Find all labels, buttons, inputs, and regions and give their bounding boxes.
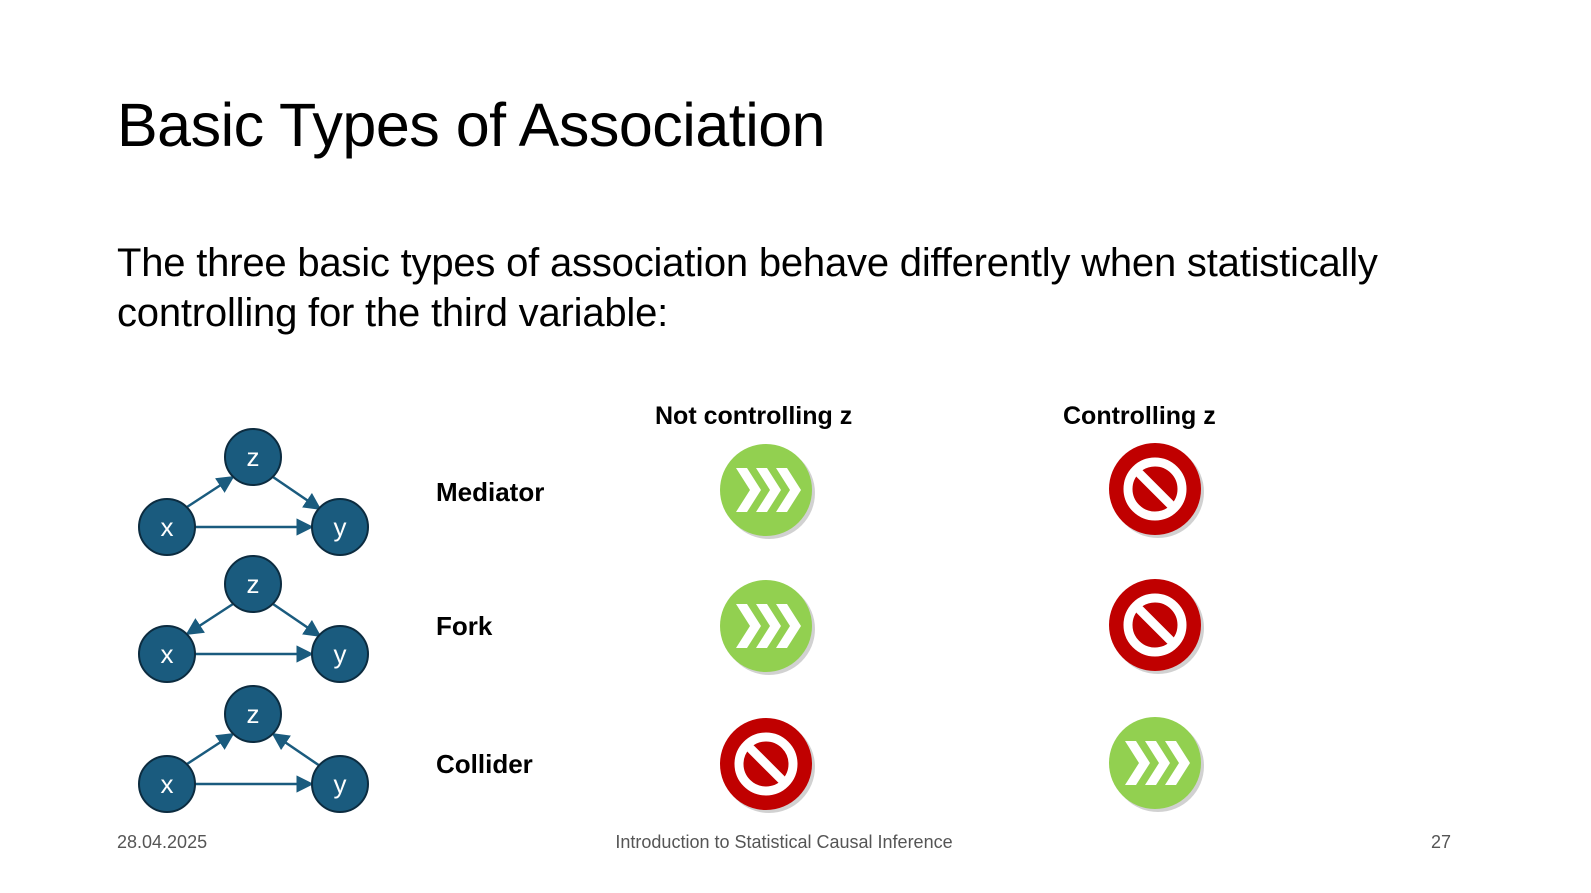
node-y: y (311, 498, 369, 556)
row-label-fork: Fork (436, 611, 493, 641)
svg-text:y: y (334, 639, 347, 669)
go-icon (720, 444, 815, 539)
node-x: x (138, 625, 196, 683)
svg-text:y: y (334, 512, 347, 542)
footer-page-number: 27 (1431, 832, 1452, 852)
dag-fork: z x y (138, 555, 369, 683)
slide-body-text: The three basic types of association beh… (117, 241, 1378, 335)
node-y: y (311, 625, 369, 683)
slide-title: Basic Types of Association (117, 91, 826, 159)
node-z: z (224, 555, 282, 613)
prohibited-icon (1109, 579, 1204, 674)
node-x: x (138, 755, 196, 813)
edge-y-to-z (271, 732, 321, 768)
edge-z-to-y (272, 602, 322, 638)
footer-title: Introduction to Statistical Causal Infer… (615, 832, 953, 852)
svg-text:z: z (247, 699, 260, 729)
row-label-collider: Collider (436, 749, 533, 779)
edge-z-to-x (185, 602, 234, 636)
svg-text:z: z (247, 442, 260, 472)
edge-z-to-y (272, 475, 322, 511)
column-header-controlling: Controlling z (1063, 402, 1216, 430)
svg-text:z: z (247, 569, 260, 599)
dag-mediator: z x y (138, 428, 369, 556)
dag-diagrams: z x y z x y z x y (138, 428, 369, 813)
edge-x-to-z (186, 732, 235, 766)
node-z: z (224, 428, 282, 486)
column-header-not-controlling: Not controlling z (655, 402, 853, 430)
svg-text:y: y (334, 769, 347, 799)
node-y: y (311, 755, 369, 813)
row-label-mediator: Mediator (436, 477, 545, 507)
footer-date: 28.04.2025 (117, 832, 208, 852)
svg-text:x: x (161, 639, 174, 669)
svg-text:x: x (161, 769, 174, 799)
svg-text:x: x (161, 512, 174, 542)
go-icon (1109, 717, 1204, 812)
node-x: x (138, 498, 196, 556)
go-icon (720, 580, 815, 675)
prohibited-icon (720, 718, 815, 813)
node-z: z (224, 685, 282, 743)
edge-x-to-z (186, 475, 235, 509)
dag-collider: z x y (138, 685, 369, 813)
prohibited-icon (1109, 443, 1204, 538)
